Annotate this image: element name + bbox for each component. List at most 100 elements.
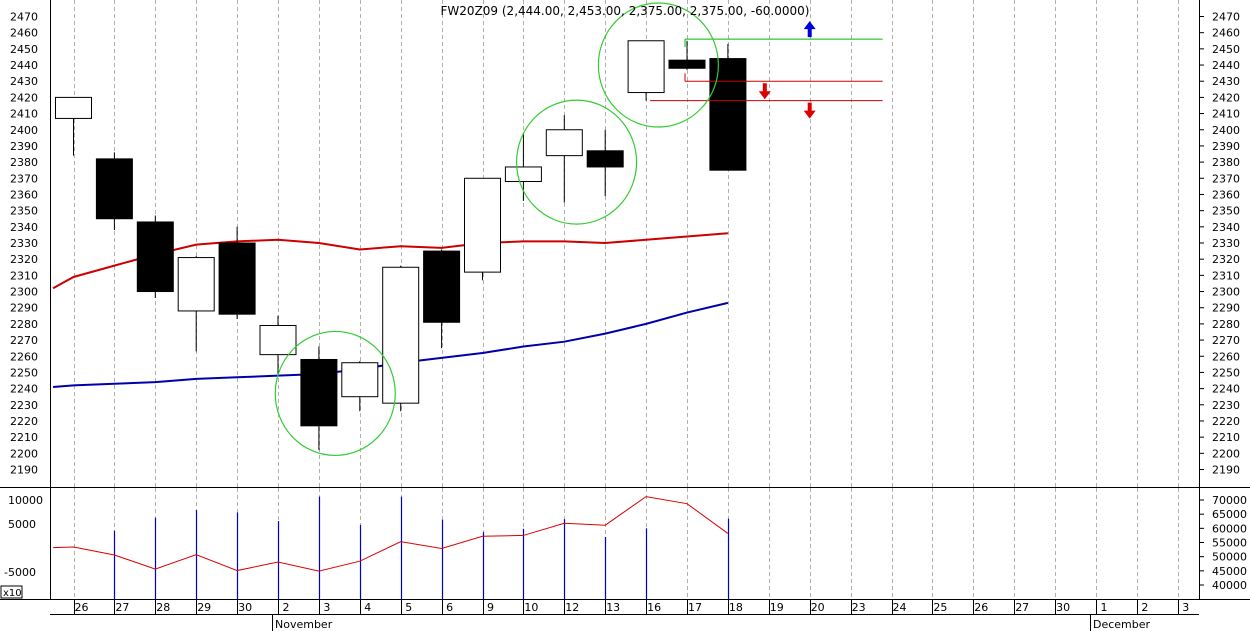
price-tick-label-right: 2240 xyxy=(1212,383,1240,396)
price-tick-label-left: 2370 xyxy=(10,172,38,185)
chart-title: FW20Z09 (2,444.00, 2,453.00, 2,375.00, 2… xyxy=(441,4,810,18)
candle-body xyxy=(545,129,583,157)
volume-tick-label: 5000 xyxy=(8,518,36,531)
open-interest-tick-label: 50000 xyxy=(1212,551,1247,564)
volume-tick-label: -5000 xyxy=(4,566,36,579)
price-tick-label-right: 2330 xyxy=(1212,237,1240,250)
price-tick-label-right: 2370 xyxy=(1212,172,1240,185)
price-tick-label-left: 2320 xyxy=(10,253,38,266)
date-tick-label: 23 xyxy=(852,601,866,614)
date-tick-label: 4 xyxy=(364,601,371,614)
price-axis: 2190 2190 2200 2200 2210 2210 2220 2220 2230 2230… xyxy=(10,11,1240,477)
price-tick-label-left: 2190 xyxy=(10,464,38,477)
date-tick-label: 16 xyxy=(647,601,661,614)
price-tick-label-right: 2440 xyxy=(1212,59,1240,72)
price-tick-label-right: 2350 xyxy=(1212,205,1240,218)
price-tick-label-right: 2410 xyxy=(1212,108,1240,121)
price-tick-label-left: 2390 xyxy=(10,140,38,153)
price-tick-label-left: 2360 xyxy=(10,188,38,201)
month-label: December xyxy=(1093,618,1151,631)
price-tick-label-left: 2220 xyxy=(10,415,38,428)
price-tick-label-left: 2260 xyxy=(10,350,38,363)
price-tick-label-left: 2420 xyxy=(10,91,38,104)
date-tick-label: 1 xyxy=(1101,601,1108,614)
price-tick-label-left: 2250 xyxy=(10,366,38,379)
price-tick-label-right: 2210 xyxy=(1212,431,1240,444)
date-tick-label: 13 xyxy=(606,601,620,614)
price-tick-label-left: 2450 xyxy=(10,43,38,56)
price-tick-label-left: 2290 xyxy=(10,302,38,315)
date-tick-label: 18 xyxy=(729,601,743,614)
price-tick-label-right: 2230 xyxy=(1212,399,1240,412)
candle-body xyxy=(95,158,133,220)
date-tick-label: 30 xyxy=(238,601,252,614)
price-tick-label-right: 2450 xyxy=(1212,43,1240,56)
date-tick-label: 5 xyxy=(405,601,412,614)
price-tick-label-right: 2300 xyxy=(1212,286,1240,299)
price-tick-label-left: 2200 xyxy=(10,447,38,460)
open-interest-tick-label: 60000 xyxy=(1212,522,1247,535)
price-tick-label-right: 2220 xyxy=(1212,415,1240,428)
price-tick-label-left: 2350 xyxy=(10,205,38,218)
candle-body xyxy=(341,362,379,398)
open-interest-tick-label: 65000 xyxy=(1212,508,1247,521)
candle-body xyxy=(55,96,92,119)
candle-body xyxy=(709,58,747,171)
price-tick-label-right: 2260 xyxy=(1212,350,1240,363)
price-tick-label-right: 2360 xyxy=(1212,188,1240,201)
price-tick-label-right: 2310 xyxy=(1212,269,1240,282)
candlesticks xyxy=(55,40,747,451)
date-tick-label: 20 xyxy=(811,601,825,614)
price-tick-label-right: 2200 xyxy=(1212,447,1240,460)
price-tick-label-left: 2380 xyxy=(10,156,38,169)
price-tick-label-right: 2470 xyxy=(1212,11,1240,24)
down-arrow-icon xyxy=(803,102,816,119)
highlight-circle xyxy=(274,330,396,457)
month-label: November xyxy=(275,618,333,631)
date-tick-label: 26 xyxy=(75,601,89,614)
price-tick-label-right: 2430 xyxy=(1212,75,1240,88)
volume-multiplier-label: x10 xyxy=(3,588,22,599)
date-tick-label: 30 xyxy=(1056,601,1070,614)
candle-body xyxy=(300,358,338,427)
date-tick-label: 17 xyxy=(688,601,702,614)
candle-body xyxy=(627,40,665,94)
price-tick-label-left: 2460 xyxy=(10,27,38,40)
candle-body xyxy=(259,325,297,356)
price-tick-label-left: 2430 xyxy=(10,75,38,88)
price-tick-label-right: 2380 xyxy=(1212,156,1240,169)
price-tick-label-left: 2440 xyxy=(10,59,38,72)
date-tick-label: 9 xyxy=(487,601,494,614)
candle-body xyxy=(668,59,706,69)
open-interest-tick-label: 45000 xyxy=(1212,565,1247,578)
down-arrow-icon xyxy=(758,83,771,100)
open-interest-line xyxy=(53,496,729,572)
price-tick-label-right: 2250 xyxy=(1212,366,1240,379)
date-tick-label: 10 xyxy=(524,601,538,614)
up-arrow-icon xyxy=(803,21,816,38)
price-tick-label-right: 2460 xyxy=(1212,27,1240,40)
price-tick-label-right: 2280 xyxy=(1212,318,1240,331)
price-tick-label-left: 2340 xyxy=(10,221,38,234)
price-tick-label-right: 2270 xyxy=(1212,334,1240,347)
price-tick-label-left: 2210 xyxy=(10,431,38,444)
candle-body xyxy=(382,266,420,404)
date-tick-label: 2 xyxy=(283,601,290,614)
candle-body xyxy=(586,150,624,168)
candle-body xyxy=(177,257,215,312)
price-tick-label-right: 2390 xyxy=(1212,140,1240,153)
price-tick-label-right: 2340 xyxy=(1212,221,1240,234)
price-tick-label-left: 2270 xyxy=(10,334,38,347)
moving-average-line xyxy=(52,301,729,388)
candle-body xyxy=(423,250,461,323)
volume-tick-label: 10000 xyxy=(8,494,43,507)
price-tick-label-right: 2190 xyxy=(1212,464,1240,477)
date-tick-label: 27 xyxy=(115,601,129,614)
date-tick-label: 29 xyxy=(197,601,211,614)
price-tick-label-left: 2470 xyxy=(10,11,38,24)
date-tick-label: 24 xyxy=(893,601,907,614)
highlight-circles xyxy=(274,2,719,457)
